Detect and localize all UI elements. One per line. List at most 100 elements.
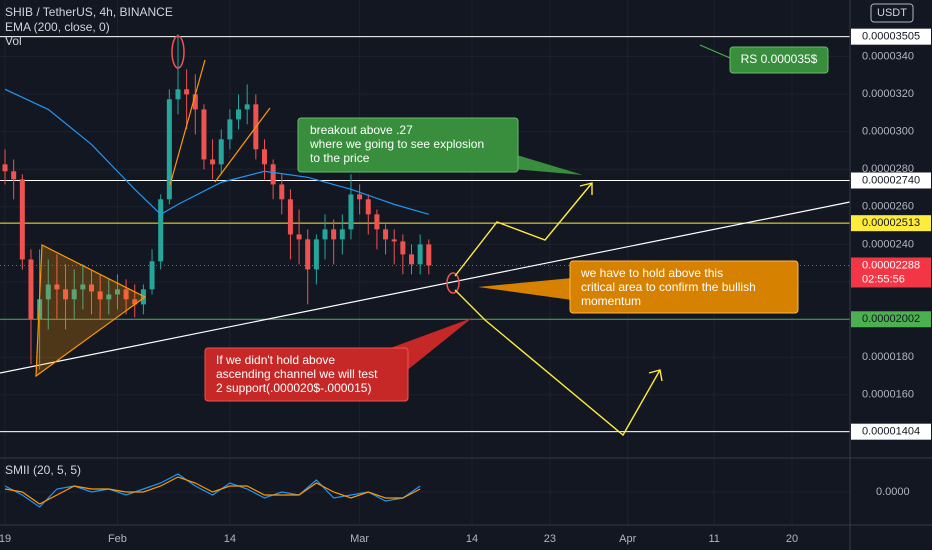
candle-body (123, 289, 129, 300)
grid (0, 0, 850, 525)
triangle-pattern (35, 244, 147, 378)
candle-body (114, 289, 120, 295)
candle-body (322, 229, 328, 240)
y-tick-label: 0.0000340 (862, 50, 914, 62)
annotation-text: where we going to see explosion (309, 137, 484, 151)
last-price-label: 0.00002288 (862, 259, 920, 271)
orange-line (169, 59, 206, 186)
candle-body (140, 289, 146, 305)
candle-body (158, 199, 164, 262)
y-tick-label: 0.0000280 (862, 163, 914, 175)
candle-body (80, 284, 86, 290)
annotation-text: ascending channel we will test (216, 367, 378, 381)
y-tick-label: 0.0000180 (862, 351, 914, 363)
level-label: 0.00003505 (862, 31, 920, 43)
smii-legend: SMII (20, 5, 5) (5, 463, 81, 477)
level-label-box (851, 423, 931, 440)
candle-body (348, 194, 354, 230)
annotation-text: momentum (581, 294, 641, 308)
candle-body (313, 239, 319, 270)
candle-body (287, 199, 293, 235)
x-tick-label: Apr (619, 533, 636, 545)
annotation: If we didn't hold above ascending channe… (204, 318, 472, 402)
smii-tick-label: 0.0000 (876, 486, 910, 498)
level-label: 0.00002513 (862, 217, 920, 229)
annotation-box (569, 260, 799, 314)
x-tick-label: 23 (544, 533, 556, 545)
highlight-circle (171, 35, 185, 69)
candle-body (409, 254, 415, 265)
ema-line (4, 88, 429, 216)
level-label: 0.00002002 (862, 313, 920, 325)
highlight-circle (446, 272, 460, 294)
annotation-box (297, 117, 519, 173)
candle-body (19, 179, 25, 260)
candle-body (236, 109, 242, 120)
orange-line (214, 107, 271, 183)
candle-body (184, 89, 190, 95)
candle-body (63, 289, 69, 300)
candle-body (89, 284, 95, 292)
overlay (4, 88, 429, 508)
y-tick-label: 0.0000320 (862, 88, 914, 100)
y-tick-label: 0.0000160 (862, 389, 914, 401)
candle-body (331, 229, 337, 240)
x-tick-label: 20 (786, 533, 798, 545)
trend-line (0, 201, 851, 374)
currency[interactable]: USDT (877, 7, 907, 19)
smii-line (4, 476, 421, 505)
x-tick-label: 14 (224, 533, 236, 545)
volume-legend: Vol (5, 34, 22, 48)
annotation-pointer (478, 278, 572, 300)
annotation: breakout above .27 where we going to see… (297, 117, 583, 175)
x-tick-label: 14 (466, 533, 478, 545)
candle-body (166, 99, 172, 200)
annotation-text: critical area to confirm the bullish (581, 280, 756, 294)
candle-body (149, 261, 155, 290)
ema-legend: EMA (200, close, 0) (5, 20, 110, 34)
candle-body (45, 284, 51, 300)
y-tick-label: 0.0000260 (862, 201, 914, 213)
candle-body (227, 119, 233, 140)
candle-body (132, 299, 138, 305)
x-tick-label: 11 (709, 533, 720, 545)
countdown: 02:55:56 (862, 273, 905, 285)
candle-body (426, 244, 432, 266)
arrow-head (579, 182, 593, 195)
y-tick-label: 0.0000300 (862, 126, 914, 138)
candle-body (365, 199, 371, 215)
annotation-text: to the price (310, 151, 370, 165)
candle-body (201, 109, 207, 160)
candle-body (339, 229, 345, 240)
candle-body (279, 184, 285, 200)
x-tick-label: Feb (108, 533, 127, 545)
candle-body (54, 284, 60, 290)
annotation-text: RS 0.000035$ (741, 52, 818, 66)
candle-body (383, 229, 389, 240)
candle-body (261, 149, 267, 165)
candle-body (305, 239, 311, 270)
candle-body (106, 294, 112, 300)
annotation-pointer (500, 150, 583, 175)
level-label-box (851, 215, 931, 232)
x-tick-label: Mar (350, 533, 369, 545)
currency-button[interactable] (870, 3, 914, 23)
bear-path (454, 289, 661, 437)
annotation-text: If we didn't hold above (216, 353, 335, 367)
candle-body (391, 239, 397, 242)
annotation: we have to hold above this critical area… (478, 260, 799, 314)
candle-body (11, 171, 17, 180)
candle-body (270, 164, 276, 185)
candle-body (28, 259, 34, 320)
bull-path (454, 182, 593, 277)
level-label: 0.00001404 (862, 426, 920, 438)
candle-body (175, 89, 181, 100)
annotation-text: breakout above .27 (310, 123, 413, 137)
candle-body (192, 94, 198, 110)
pointer-line (699, 44, 731, 59)
candle-body (2, 164, 8, 172)
last-price-box (851, 257, 931, 288)
candle-body (210, 159, 216, 165)
candle-body (400, 241, 406, 255)
